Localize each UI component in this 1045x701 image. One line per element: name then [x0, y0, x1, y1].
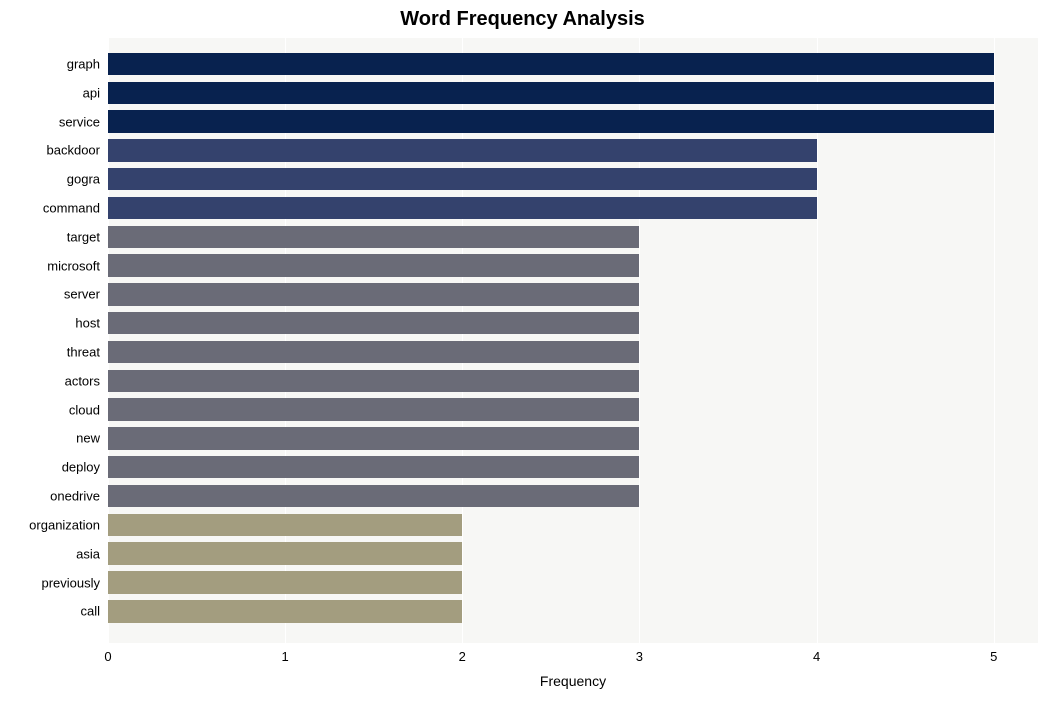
bar: [108, 110, 994, 132]
bar: [108, 427, 639, 449]
bar: [108, 82, 994, 104]
y-tick: onedrive: [50, 489, 100, 504]
x-tick: 5: [990, 649, 997, 664]
bar: [108, 197, 817, 219]
y-tick: target: [67, 229, 100, 244]
bar: [108, 283, 639, 305]
y-tick: previously: [41, 575, 100, 590]
bar: [108, 542, 462, 564]
y-tick: new: [76, 431, 100, 446]
gridline: [994, 38, 995, 643]
bar: [108, 370, 639, 392]
x-tick: 3: [636, 649, 643, 664]
x-tick: 2: [459, 649, 466, 664]
bar: [108, 312, 639, 334]
bar: [108, 254, 639, 276]
y-tick: microsoft: [47, 258, 100, 273]
y-tick: server: [64, 287, 100, 302]
y-tick: service: [59, 114, 100, 129]
y-tick: deploy: [62, 460, 100, 475]
y-tick: actors: [65, 373, 100, 388]
bar: [108, 600, 462, 622]
bar: [108, 398, 639, 420]
bar: [108, 485, 639, 507]
bar: [108, 514, 462, 536]
y-tick: graph: [67, 56, 100, 71]
bar: [108, 53, 994, 75]
x-axis-label: Frequency: [540, 673, 606, 689]
x-tick: 1: [282, 649, 289, 664]
y-tick: call: [80, 604, 100, 619]
y-tick: threat: [67, 345, 100, 360]
y-tick: api: [83, 85, 100, 100]
bar: [108, 226, 639, 248]
word-frequency-chart: Word Frequency Analysis 012345graphapise…: [0, 0, 1045, 701]
bar: [108, 456, 639, 478]
bar: [108, 341, 639, 363]
x-tick: 0: [104, 649, 111, 664]
y-tick: gogra: [67, 172, 100, 187]
plot-area: 012345graphapiservicebackdoorgogracomman…: [108, 38, 1038, 643]
bar: [108, 571, 462, 593]
y-tick: command: [43, 200, 100, 215]
y-tick: backdoor: [47, 143, 100, 158]
chart-title: Word Frequency Analysis: [0, 8, 1045, 31]
y-tick: organization: [29, 517, 100, 532]
bar: [108, 139, 817, 161]
y-tick: host: [75, 316, 100, 331]
x-tick: 4: [813, 649, 820, 664]
y-tick: cloud: [69, 402, 100, 417]
bar: [108, 168, 817, 190]
y-tick: asia: [76, 546, 100, 561]
